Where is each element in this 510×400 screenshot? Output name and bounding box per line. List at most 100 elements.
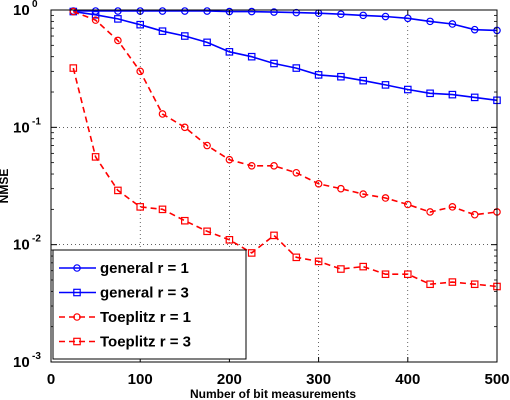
data-point [225, 155, 234, 164]
data-point [337, 184, 345, 193]
series-1 [69, 7, 501, 35]
x-tick-label: 300 [306, 371, 331, 388]
data-point [203, 38, 211, 47]
x-tick-label: 100 [128, 371, 153, 388]
data-point [91, 11, 100, 19]
y-tick-label: 10 0 [13, 0, 38, 19]
data-point [114, 7, 122, 15]
series-4 [69, 64, 501, 291]
data-point [359, 262, 368, 271]
x-tick-labels: 0 100 200 300 400 500 [47, 371, 510, 388]
data-point [136, 67, 145, 76]
data-point [470, 25, 479, 34]
data-point [158, 7, 167, 15]
data-point [114, 15, 122, 23]
data-point [403, 200, 412, 209]
data-point [292, 168, 301, 177]
data-point [314, 71, 323, 79]
legend-label: general r = 1 [100, 260, 189, 277]
data-point [203, 7, 211, 15]
legend-marker [73, 313, 81, 321]
data-point [426, 89, 434, 98]
series-3 [69, 7, 501, 219]
data-point [314, 257, 323, 266]
data-point [225, 48, 234, 56]
data-point [381, 12, 390, 21]
data-point [181, 32, 189, 40]
data-point [158, 110, 167, 118]
x-tick-label: 400 [395, 371, 420, 388]
y-tick-label: 10 -3 [13, 351, 41, 371]
data-point [470, 93, 479, 102]
data-point [203, 227, 211, 236]
y-tick-base: 10 [13, 237, 30, 254]
data-point [359, 11, 368, 20]
data-point [448, 278, 457, 286]
data-point [359, 76, 368, 85]
data-point [270, 8, 278, 16]
data-point [381, 194, 390, 202]
legend-label: general r = 3 [100, 285, 189, 302]
data-point [136, 203, 145, 211]
legend-item: Toeplitz r = 3 [59, 334, 191, 351]
series-line [73, 10, 498, 216]
data-point [181, 216, 189, 225]
legend-label: Toeplitz r = 3 [100, 334, 191, 351]
data-point [381, 270, 390, 279]
y-tick-base: 10 [13, 2, 30, 19]
data-point [270, 162, 278, 170]
data-point [292, 64, 301, 72]
data-point [247, 162, 256, 170]
y-tick-base: 10 [13, 354, 30, 371]
legend: general r = 1 general r = 3 Toeplitz r = 1… [52, 249, 247, 360]
data-point [404, 270, 412, 279]
data-point [404, 85, 412, 94]
data-point [158, 205, 167, 214]
y-tick-label: 10 -2 [13, 234, 41, 254]
legend-marker [73, 337, 81, 346]
data-point [314, 180, 323, 188]
data-point [203, 141, 211, 150]
legend-item: general r = 1 [59, 260, 189, 277]
legend-label: Toeplitz r = 1 [100, 309, 191, 326]
data-point [426, 280, 434, 289]
y-tick-label: 10 -1 [13, 116, 41, 136]
series-2 [69, 7, 501, 105]
data-point [91, 153, 100, 161]
data-point [247, 249, 256, 257]
y-axis-label: NMSE [0, 169, 11, 204]
legend-marker [73, 288, 81, 297]
data-point [470, 210, 479, 219]
x-axis-label: Number of bit measurements [190, 387, 356, 400]
data-point [181, 123, 189, 132]
data-point [114, 186, 122, 195]
data-point [247, 7, 256, 16]
data-point [270, 59, 278, 68]
data-point [448, 90, 457, 99]
legend-item: general r = 3 [59, 285, 189, 302]
data-point [448, 203, 457, 211]
data-point [247, 52, 256, 61]
data-point [403, 14, 412, 23]
data-point [91, 16, 100, 24]
x-tick-label: 500 [484, 371, 509, 388]
y-tick-exponent: -1 [32, 116, 41, 127]
data-point [136, 20, 145, 29]
data-point [69, 64, 78, 72]
data-point [292, 8, 301, 17]
x-tick-label: 200 [217, 371, 242, 388]
data-point [114, 36, 122, 45]
data-point [292, 253, 301, 262]
data-point [270, 231, 278, 240]
series-layer [69, 7, 501, 291]
y-tick-exponent: -2 [32, 234, 41, 245]
legend-marker [73, 264, 81, 272]
data-point [426, 208, 434, 216]
data-point [448, 20, 457, 28]
data-point [225, 236, 234, 244]
data-point [470, 280, 479, 289]
y-tick-exponent: 0 [32, 0, 38, 10]
data-point [158, 27, 167, 35]
